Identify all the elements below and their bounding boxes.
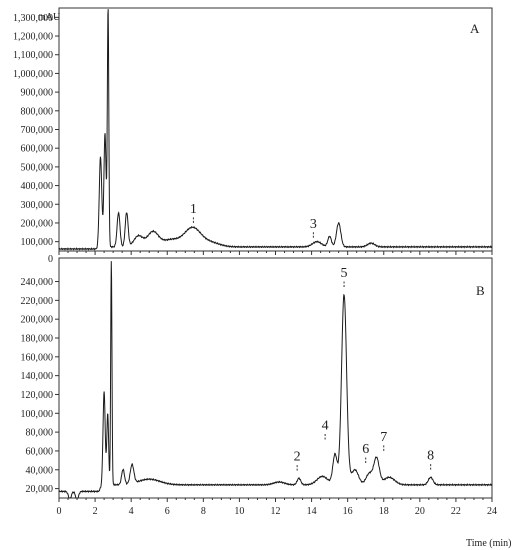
y-tick-label: 240,000 xyxy=(21,277,54,288)
y-tick-label: 220,000 xyxy=(21,296,54,307)
panel-letter: A xyxy=(470,21,480,36)
x-axis-label: Time (min) xyxy=(466,538,511,549)
panel-a: 100,000 200,000 300,000 400,000 500,000 600,0… xyxy=(13,7,493,255)
y-tick-label: 600,000 xyxy=(21,144,54,155)
y-tick-label: 500,000 xyxy=(21,162,54,173)
y-tick-label: 300,000 xyxy=(21,200,54,211)
peak-label: 8 xyxy=(427,449,434,464)
y-unit-label: mAU xyxy=(38,12,61,23)
y-tick-label: 1,000,000 xyxy=(13,69,53,80)
y-tick-label: 0 xyxy=(48,254,53,265)
y-tick-label: 800,000 xyxy=(21,106,54,117)
y-tick-label: 1,300,000 xyxy=(13,13,53,24)
y-tick-label: 180,000 xyxy=(21,334,54,345)
x-tick-label: 6 xyxy=(165,506,170,517)
signal-trace xyxy=(58,9,493,251)
x-tick-label: 2 xyxy=(93,506,98,517)
y-tick-label: 700,000 xyxy=(21,125,54,136)
y-tick-label: 60,000 xyxy=(26,446,54,457)
peak-label: 7 xyxy=(380,430,387,445)
x-tick-label: 0 xyxy=(57,506,62,517)
panel-b: 20,000 40,000 60,000 80,000 100,000 120,000 14… xyxy=(21,254,498,517)
x-tick-label: 24 xyxy=(487,506,497,517)
y-tick-label: 200,000 xyxy=(21,315,54,326)
x-tick-label: 18 xyxy=(379,506,389,517)
y-tick-label: 1,200,000 xyxy=(13,32,53,43)
peak-label: 1 xyxy=(190,202,197,217)
x-tick-label: 14 xyxy=(307,506,317,517)
x-tick-label: 22 xyxy=(451,506,461,517)
x-tick-label: 10 xyxy=(234,506,244,517)
y-tick-label: 40,000 xyxy=(26,465,54,476)
y-tick-label: 100,000 xyxy=(21,237,54,248)
x-tick-label: 12 xyxy=(271,506,281,517)
x-tick-label: 8 xyxy=(201,506,206,517)
x-tick-label: 4 xyxy=(129,506,134,517)
plot-frame xyxy=(58,7,493,252)
panel-letter: B xyxy=(476,283,485,298)
x-tick-label: 20 xyxy=(415,506,425,517)
y-tick-label: 900,000 xyxy=(21,88,54,99)
x-tick-label: 16 xyxy=(343,506,353,517)
peak-label: 6 xyxy=(362,442,369,457)
y-tick-label: 120,000 xyxy=(21,390,54,401)
y-tick-label: 80,000 xyxy=(26,428,54,439)
y-tick-label: 160,000 xyxy=(21,352,54,363)
peak-label: 2 xyxy=(294,450,301,465)
peak-label: 4 xyxy=(322,419,329,434)
y-tick-label: 200,000 xyxy=(21,218,54,229)
y-tick-label: 140,000 xyxy=(21,371,54,382)
signal-trace xyxy=(58,261,493,499)
peak-label: 5 xyxy=(341,266,348,281)
y-tick-label: 400,000 xyxy=(21,181,54,192)
y-tick-label: 100,000 xyxy=(21,409,54,420)
y-tick-label: 1,100,000 xyxy=(13,50,53,61)
peak-label: 3 xyxy=(310,217,317,232)
y-tick-label: 20,000 xyxy=(26,484,54,495)
